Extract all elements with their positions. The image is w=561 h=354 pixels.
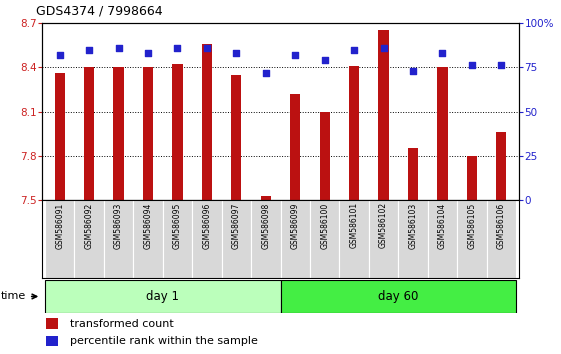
Bar [280,200,310,278]
Bar [45,200,75,278]
Bar [46,319,58,329]
Text: GSM586100: GSM586100 [320,202,329,249]
Bar [45,280,280,313]
Text: GSM586102: GSM586102 [379,202,388,249]
Bar [113,67,124,200]
Point [55,52,64,58]
Point [379,45,388,51]
Bar [75,200,104,278]
Text: GSM586097: GSM586097 [232,202,241,249]
Bar [310,200,339,278]
Bar [104,200,134,278]
Bar [437,67,448,200]
Point [438,50,447,56]
Text: day 1: day 1 [146,290,180,303]
Bar [320,112,330,200]
Point [291,52,300,58]
Bar [231,75,241,200]
Text: GSM586098: GSM586098 [261,202,270,249]
Bar [163,200,192,278]
Text: GSM586105: GSM586105 [467,202,476,249]
Text: time: time [1,291,36,302]
Bar [339,200,369,278]
Text: GSM586092: GSM586092 [85,202,94,249]
Point [144,50,153,56]
Bar [349,66,359,200]
Bar [202,44,212,200]
Text: GSM586099: GSM586099 [291,202,300,249]
Bar [84,67,94,200]
Bar [290,94,300,200]
Point [320,57,329,63]
Bar [280,280,516,313]
Text: GSM586095: GSM586095 [173,202,182,249]
Bar [251,200,280,278]
Bar [134,200,163,278]
Bar [398,200,427,278]
Bar [46,336,58,346]
Bar [54,73,65,200]
Text: GSM586101: GSM586101 [350,202,358,249]
Bar [408,148,418,200]
Point [173,45,182,51]
Bar [261,195,271,200]
Text: GSM586103: GSM586103 [408,202,417,249]
Bar [222,200,251,278]
Bar [467,156,477,200]
Bar [172,64,183,200]
Text: percentile rank within the sample: percentile rank within the sample [70,336,258,346]
Bar [369,200,398,278]
Point [408,68,417,74]
Text: transformed count: transformed count [70,319,174,329]
Text: GSM586094: GSM586094 [144,202,153,249]
Bar [143,67,153,200]
Point [203,45,211,51]
Text: GSM586096: GSM586096 [203,202,211,249]
Bar [496,132,507,200]
Text: GSM586091: GSM586091 [55,202,65,249]
Bar [427,200,457,278]
Text: GSM586106: GSM586106 [496,202,506,249]
Bar [192,200,222,278]
Point [85,47,94,52]
Text: GSM586093: GSM586093 [114,202,123,249]
Bar [486,200,516,278]
Text: day 60: day 60 [378,290,419,303]
Point [350,47,358,52]
Point [467,63,476,68]
Text: GDS4374 / 7998664: GDS4374 / 7998664 [36,5,163,18]
Point [261,70,270,75]
Bar [457,200,486,278]
Text: GSM586104: GSM586104 [438,202,447,249]
Point [114,45,123,51]
Point [232,50,241,56]
Bar [378,30,389,200]
Point [497,63,506,68]
